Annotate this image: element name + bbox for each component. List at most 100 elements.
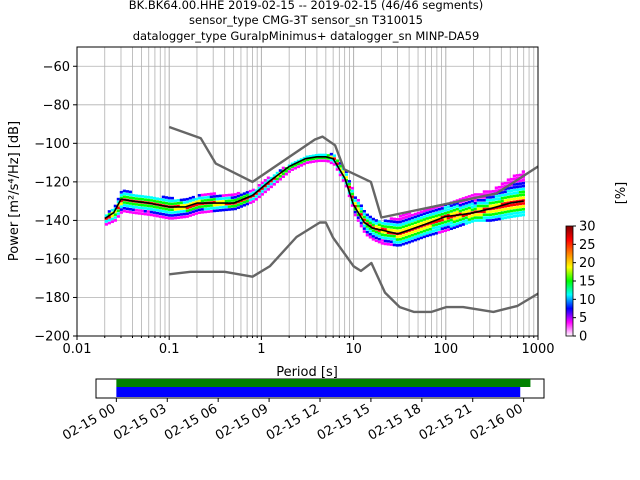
density-cell bbox=[497, 200, 501, 203]
density-cell bbox=[362, 215, 366, 219]
density-cell bbox=[425, 220, 429, 223]
density-cell bbox=[371, 223, 375, 227]
density-cell bbox=[443, 209, 447, 212]
density-cell bbox=[221, 197, 225, 200]
density-cell bbox=[491, 189, 495, 193]
density-cell bbox=[167, 211, 171, 214]
density-cell bbox=[464, 216, 468, 219]
density-cell bbox=[428, 210, 432, 214]
density-cell bbox=[263, 178, 267, 182]
density-cell bbox=[455, 216, 459, 220]
density-cell bbox=[122, 195, 126, 199]
density-cell bbox=[350, 189, 354, 193]
density-cell bbox=[482, 190, 486, 193]
density-cell bbox=[473, 204, 477, 208]
density-cell bbox=[461, 202, 465, 206]
density-cell bbox=[413, 238, 417, 242]
density-cell bbox=[503, 196, 507, 199]
density-cell bbox=[470, 202, 474, 206]
density-cell bbox=[506, 195, 510, 199]
density-cell bbox=[182, 201, 186, 204]
density-cell bbox=[413, 235, 417, 239]
density-cell bbox=[308, 155, 312, 158]
density-cell bbox=[362, 227, 366, 230]
density-cell bbox=[515, 182, 519, 186]
y-axis-ticks: −200 −180 −160 −140 −120 −100 −80 −60 bbox=[34, 60, 77, 345]
density-cell bbox=[446, 205, 450, 208]
density-cell bbox=[335, 162, 339, 165]
density-cell bbox=[464, 210, 468, 214]
density-cell bbox=[350, 195, 354, 199]
density-cell bbox=[425, 225, 429, 229]
density-cell bbox=[482, 204, 486, 208]
density-cell bbox=[467, 203, 471, 207]
density-cell bbox=[515, 197, 519, 200]
density-cell bbox=[290, 165, 294, 169]
density-cell bbox=[422, 221, 426, 224]
density-cell bbox=[479, 204, 483, 208]
density-cell bbox=[419, 219, 423, 222]
density-cell bbox=[416, 217, 420, 221]
density-cell bbox=[512, 188, 516, 192]
density-cell bbox=[425, 231, 429, 235]
density-cell bbox=[287, 170, 291, 173]
density-cell bbox=[521, 202, 525, 205]
density-cell bbox=[131, 194, 135, 197]
density-cell bbox=[200, 208, 204, 211]
density-cell bbox=[509, 198, 513, 201]
x-axis-ticks: 0.01 0.1 1 10 100 1000 bbox=[63, 336, 555, 357]
density-cell bbox=[482, 219, 486, 222]
density-cell bbox=[212, 206, 216, 210]
density-cell bbox=[461, 223, 465, 226]
density-cell bbox=[416, 234, 420, 238]
density-cell bbox=[203, 204, 207, 208]
density-cell bbox=[410, 222, 414, 226]
density-cell bbox=[452, 226, 456, 229]
density-cell bbox=[488, 219, 492, 222]
density-cell bbox=[437, 207, 441, 211]
density-cell bbox=[152, 211, 156, 214]
density-cell bbox=[392, 220, 396, 224]
density-cell bbox=[395, 226, 399, 230]
density-cell bbox=[260, 190, 264, 193]
density-cell bbox=[392, 240, 396, 244]
density-cell bbox=[200, 193, 204, 197]
colorbar-scale bbox=[565, 225, 574, 337]
density-cell bbox=[386, 231, 390, 235]
density-cell bbox=[362, 224, 366, 228]
density-cell bbox=[110, 220, 114, 224]
density-cell bbox=[185, 200, 189, 204]
density-cell bbox=[494, 206, 498, 210]
density-cell bbox=[467, 221, 471, 224]
density-cell bbox=[149, 213, 153, 217]
density-cell bbox=[404, 221, 408, 225]
density-cell bbox=[377, 220, 381, 224]
colorbar-tick-label: 10 bbox=[579, 293, 596, 308]
density-cell bbox=[470, 208, 474, 212]
density-cell bbox=[491, 210, 495, 213]
density-cell bbox=[170, 211, 174, 214]
density-cell bbox=[233, 207, 237, 211]
density-cell bbox=[404, 212, 408, 216]
density-cell bbox=[182, 215, 186, 219]
density-cell bbox=[476, 207, 480, 211]
density-cell bbox=[359, 218, 363, 222]
density-cell bbox=[161, 195, 165, 199]
density-cell bbox=[488, 213, 492, 217]
density-cell bbox=[323, 153, 327, 157]
density-cell bbox=[311, 154, 315, 158]
density-cell bbox=[347, 194, 351, 198]
density-cell bbox=[224, 199, 228, 203]
density-cell bbox=[461, 205, 465, 209]
chart-title: BK.BK64.00.HHE 2019-02-15 -- 2019-02-15 … bbox=[129, 0, 483, 43]
density-cell bbox=[386, 228, 390, 232]
density-cell bbox=[473, 207, 477, 211]
density-cell bbox=[329, 161, 333, 165]
density-cell bbox=[437, 216, 441, 220]
density-cell bbox=[137, 197, 141, 201]
density-cell bbox=[494, 200, 498, 204]
density-cell bbox=[467, 209, 471, 213]
density-cell bbox=[185, 215, 189, 218]
density-cell bbox=[248, 192, 252, 196]
